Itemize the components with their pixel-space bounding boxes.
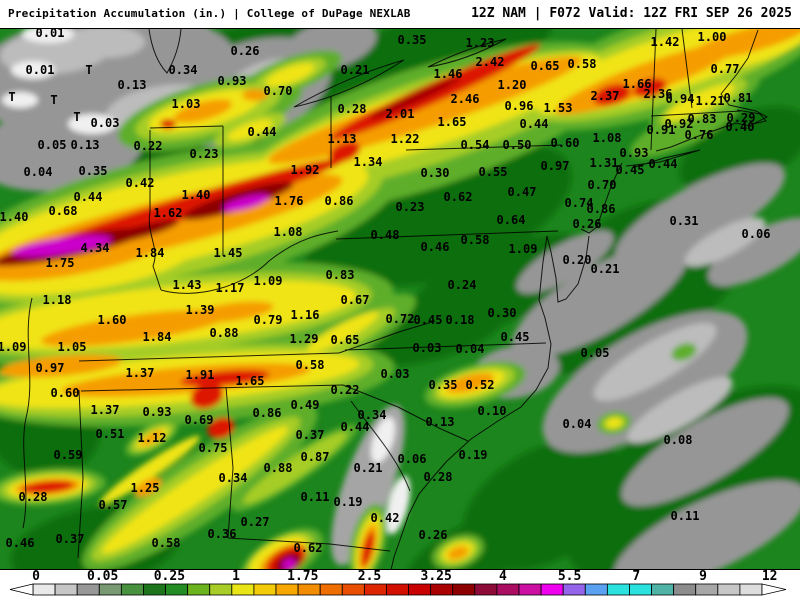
- legend-arrow-left: [9, 583, 34, 596]
- model-run-info: 12Z NAM | F072 Valid: 12Z FRI SEP 26 202…: [471, 6, 792, 21]
- legend-color-segment: [209, 583, 233, 596]
- legend-tick-label: 1.75: [287, 569, 318, 584]
- legend-tick-label: 5.5: [558, 569, 581, 584]
- map-title: Precipitation Accumulation (in.) | Colle…: [8, 7, 411, 20]
- legend-color-segment: [98, 583, 122, 596]
- legend-color-segment: [341, 583, 365, 596]
- legend-color-segment: [739, 583, 763, 596]
- legend-color-segment: [363, 583, 387, 596]
- legend-tick-label: 3.25: [421, 569, 452, 584]
- legend-color-segment: [32, 583, 56, 596]
- legend-color-segment: [518, 583, 542, 596]
- precip-map: [0, 28, 800, 570]
- legend-tick-label: 4: [499, 569, 507, 584]
- legend-color-bar: [9, 583, 787, 596]
- legend-color-segment: [319, 583, 343, 596]
- legend-tick-label: 0.25: [154, 569, 185, 584]
- color-scale-legend: 0 0.05 0.25 1 1.75 2.5 3.25 4 5.5 7 9 12: [9, 569, 787, 596]
- title-bar: Precipitation Accumulation (in.) | Colle…: [0, 0, 800, 28]
- legend-color-segment: [297, 583, 321, 596]
- legend-color-segment: [120, 583, 144, 596]
- legend-color-segment: [231, 583, 255, 596]
- legend-color-segment: [629, 583, 652, 596]
- legend-color-segment: [275, 583, 299, 596]
- precip-contour-canvas: [0, 29, 800, 569]
- legend-color-segment: [430, 583, 454, 596]
- legend-color-segment: [474, 583, 498, 596]
- legend-tick-label: 7: [632, 569, 640, 584]
- legend-color-segment: [562, 583, 586, 596]
- legend-color-segment: [386, 583, 409, 596]
- legend-color-segment: [584, 583, 608, 596]
- legend-color-segment: [540, 583, 564, 596]
- legend-color-segment: [673, 583, 697, 596]
- legend-color-segment: [253, 583, 277, 596]
- legend-color-segment: [54, 583, 78, 596]
- legend-tick-labels: 0 0.05 0.25 1 1.75 2.5 3.25 4 5.5 7 9 12: [32, 569, 777, 584]
- legend-color-segment: [76, 583, 100, 596]
- legend-color-segment: [452, 583, 476, 596]
- legend-color-segment: [606, 583, 630, 596]
- legend-color-segment: [165, 583, 189, 596]
- legend-tick-label: 0.05: [87, 569, 118, 584]
- legend-color-segment: [695, 583, 719, 596]
- state-borders: [22, 29, 769, 569]
- legend-tick-label: 0: [32, 569, 40, 584]
- legend-tick-label: 1: [232, 569, 240, 584]
- legend-color-segment: [496, 583, 520, 596]
- legend-color-segment: [408, 583, 432, 596]
- legend-color-segment: [187, 583, 211, 596]
- legend-color-segment: [143, 583, 166, 596]
- legend-tick-label: 2.5: [358, 569, 381, 584]
- legend-color-segment: [717, 583, 741, 596]
- legend-tick-label: 12: [762, 569, 778, 584]
- legend-color-segment: [651, 583, 675, 596]
- legend-tick-label: 9: [699, 569, 707, 584]
- legend-arrow-right: [761, 583, 787, 596]
